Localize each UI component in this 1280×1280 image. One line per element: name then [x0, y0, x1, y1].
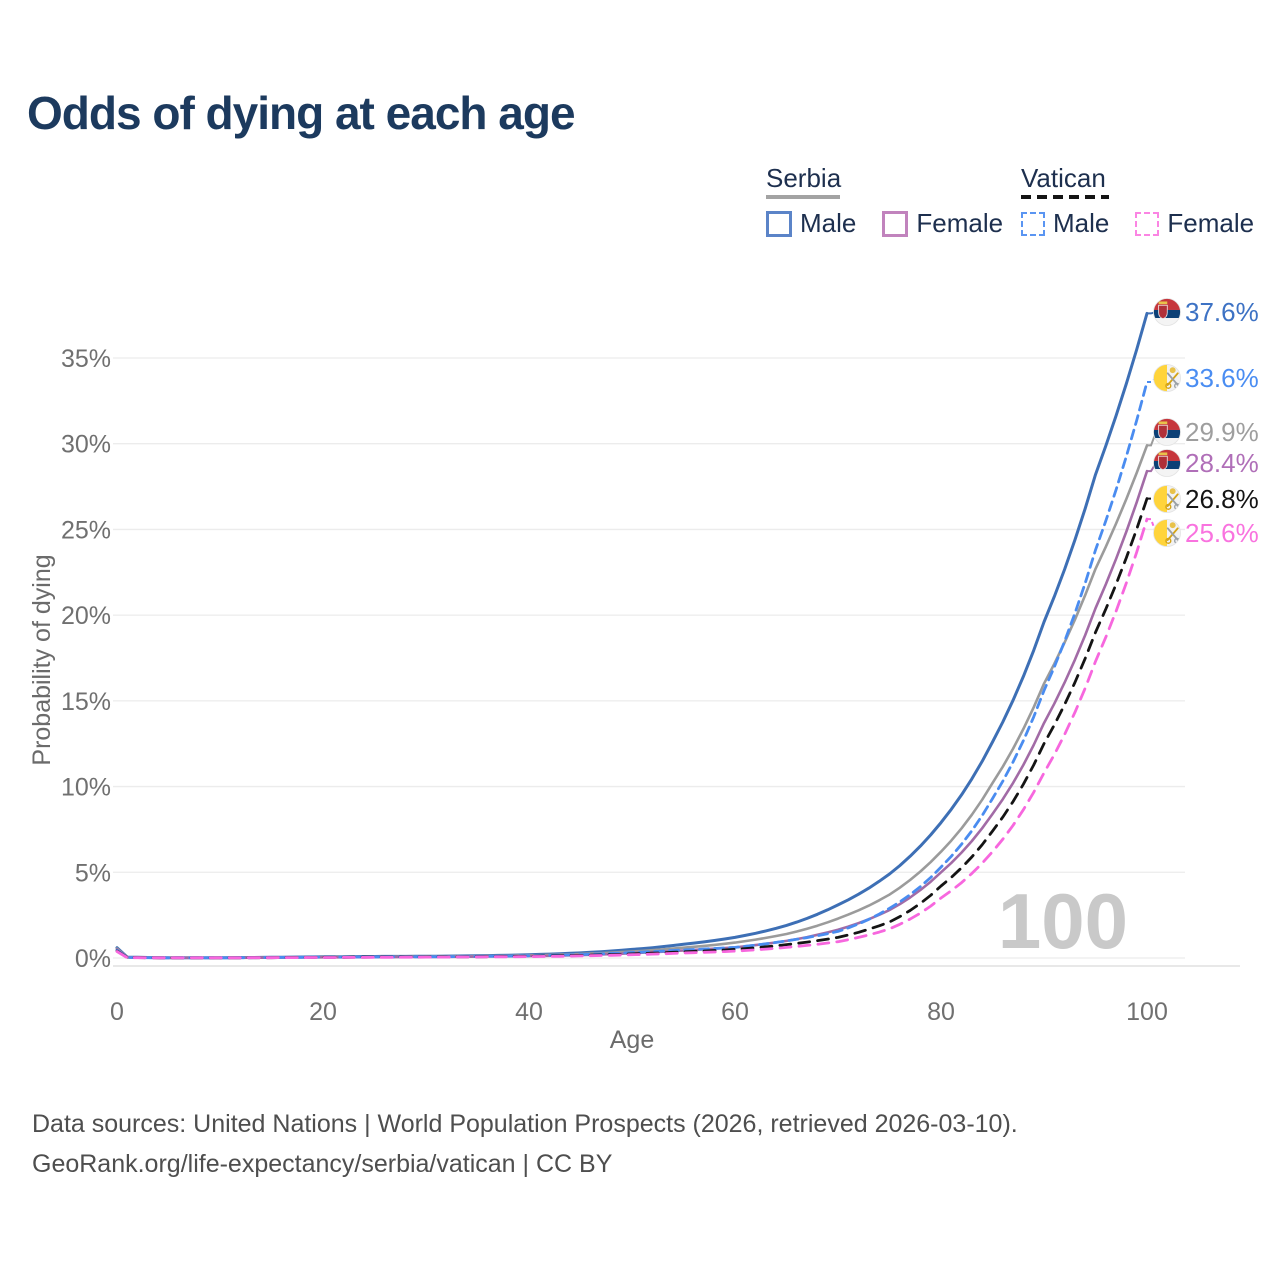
end-label-vatican-female: 25.6%: [1185, 518, 1259, 548]
y-tick-30: 30%: [61, 431, 111, 459]
serbia-line-sample: [766, 195, 840, 199]
serbia-flag-icon: [1153, 418, 1181, 446]
end-label-serbia-total: 29.9%: [1185, 417, 1259, 447]
footer-attribution: GeoRank.org/life-expectancy/serbia/vatic…: [32, 1150, 613, 1178]
footer-data-sources: Data sources: United Nations | World Pop…: [32, 1110, 1018, 1138]
legend-label: Male: [800, 208, 857, 238]
vatican-flag-icon: [1153, 364, 1181, 392]
serbia-female-swatch-icon: [882, 210, 909, 237]
vatican-female-swatch-icon: [1135, 211, 1160, 236]
legend-label: Male: [1053, 208, 1110, 238]
end-label-vatican-male: 33.6%: [1185, 363, 1259, 393]
y-tick-25: 25%: [61, 516, 111, 544]
legend-item-vatican-male[interactable]: Male: [1021, 208, 1109, 239]
serbia-male-swatch-icon: [766, 210, 792, 237]
end-label-vatican-total: 26.8%: [1185, 484, 1259, 514]
legend-label: Female: [1167, 208, 1255, 238]
footer: Data sources: United Nations | World Pop…: [32, 1104, 1018, 1184]
line-vatican-female[interactable]: [115, 517, 1149, 960]
age-ticker-watermark: 100: [998, 877, 1128, 965]
y-tick-15: 15%: [61, 688, 111, 716]
x-tick-20: 20: [309, 998, 337, 1026]
x-tick-80: 80: [927, 998, 955, 1026]
legend-vatican-header: Vatican: [1021, 163, 1106, 193]
legend-item-vatican-female[interactable]: Female: [1135, 208, 1254, 239]
serbia-flag-icon: [1153, 298, 1181, 326]
y-axis-title: Probability of dying: [28, 554, 56, 765]
serbia-flag-icon: [1153, 449, 1181, 477]
y-tick-20: 20%: [61, 602, 111, 630]
legend-item-serbia-female[interactable]: Female: [882, 208, 1003, 239]
y-tick-5: 5%: [75, 859, 111, 887]
page-title: Odds of dying at each age: [27, 87, 576, 139]
x-axis-title: Age: [610, 1026, 654, 1054]
vatican-flag-icon: [1153, 485, 1181, 513]
y-tick-0: 0%: [75, 945, 111, 973]
legend-label: Female: [916, 208, 1004, 238]
plot-area[interactable]: [113, 290, 1185, 966]
vatican-male-swatch-icon: [1021, 211, 1045, 236]
end-label-serbia-female: 28.4%: [1185, 448, 1259, 478]
y-tick-35: 35%: [61, 345, 111, 373]
legend-group-serbia: Serbia Male Female: [766, 163, 1003, 239]
legend-serbia-header: Serbia: [766, 163, 842, 193]
x-tick-40: 40: [515, 998, 543, 1026]
end-label-serbia-male: 37.6%: [1185, 297, 1259, 327]
x-tick-0: 0: [110, 998, 124, 1026]
vatican-flag-icon: [1153, 519, 1181, 547]
vatican-line-sample: [1021, 195, 1109, 199]
x-tick-60: 60: [721, 998, 749, 1026]
y-tick-10: 10%: [61, 774, 111, 802]
leader-vatican-female: [1147, 518, 1160, 534]
legend-item-serbia-male[interactable]: Male: [766, 208, 856, 239]
x-tick-100: 100: [1126, 998, 1168, 1026]
legend-group-vatican: Vatican Male Female: [1021, 163, 1254, 239]
